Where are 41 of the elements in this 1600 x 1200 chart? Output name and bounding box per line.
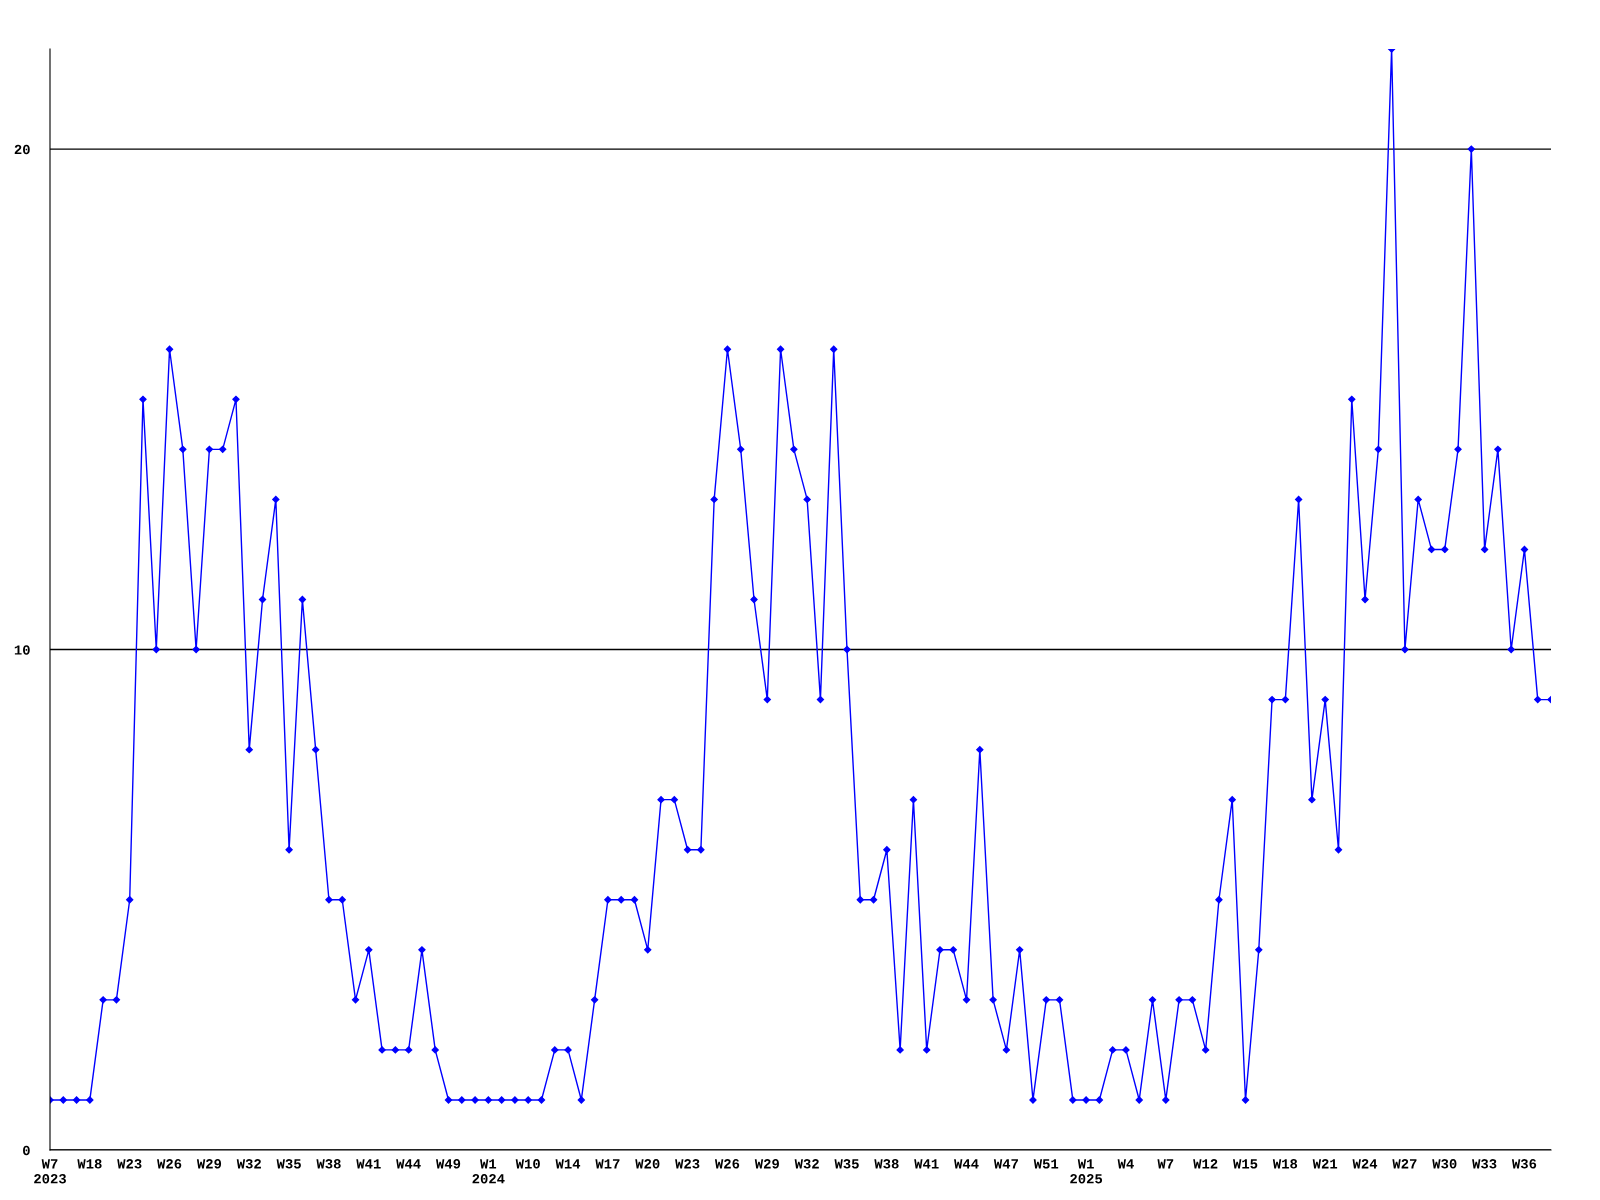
- x-tick-label: W1 2025: [1070, 1159, 1103, 1184]
- x-tick-label: W47: [993, 1159, 1018, 1169]
- x-tick-label: W38: [874, 1159, 899, 1169]
- x-tick-label: W44: [954, 1159, 979, 1169]
- x-tick-label: W24: [1352, 1159, 1378, 1169]
- x-tick-label: W7 2023: [34, 1159, 66, 1184]
- x-tick-label: W35: [834, 1159, 859, 1169]
- x-tick-label: W18: [1272, 1159, 1298, 1169]
- x-tick-label: W23: [117, 1159, 142, 1169]
- x-tick-label: W41: [914, 1159, 939, 1169]
- x-tick-label: W15: [1233, 1159, 1258, 1169]
- x-tick-label: W26: [714, 1159, 740, 1169]
- x-tick-label: W26: [157, 1159, 182, 1169]
- y-tick-label: 20: [14, 144, 30, 155]
- x-tick-label: W38: [316, 1159, 341, 1169]
- x-tick-label: W23: [675, 1159, 700, 1169]
- x-tick-label: W36: [1511, 1159, 1537, 1169]
- y-tick-label: 0: [23, 1145, 30, 1156]
- x-tick-label: W33: [1472, 1159, 1497, 1169]
- x-tick-label: W14: [555, 1159, 581, 1169]
- x-tick-label: W4: [1117, 1159, 1134, 1169]
- x-tick-label: W29: [754, 1159, 779, 1169]
- x-tick-label: W10: [515, 1159, 540, 1169]
- y-tick-label: 10: [14, 645, 30, 655]
- x-tick-label: W20: [635, 1159, 660, 1169]
- x-tick-label: W51: [1033, 1159, 1059, 1169]
- x-tick-label: W29: [196, 1159, 222, 1169]
- x-tick-label: W27: [1392, 1159, 1417, 1169]
- x-tick-label: W41: [356, 1159, 381, 1169]
- x-tick-label: W18: [77, 1159, 102, 1169]
- x-tick-label: W30: [1432, 1159, 1457, 1169]
- x-tick-label: W44: [396, 1159, 421, 1169]
- x-tick-label: W1 2024: [472, 1159, 505, 1184]
- x-tick-label: W21: [1312, 1159, 1338, 1169]
- x-tick-label: W49: [436, 1159, 461, 1169]
- x-tick-label: W32: [794, 1159, 819, 1169]
- x-tick-label: W32: [236, 1159, 261, 1169]
- x-tick-label: W17: [595, 1159, 620, 1169]
- x-tick-label: W7: [1157, 1159, 1174, 1169]
- x-tick-label: W12: [1193, 1159, 1218, 1169]
- x-tick-label: W35: [276, 1159, 301, 1169]
